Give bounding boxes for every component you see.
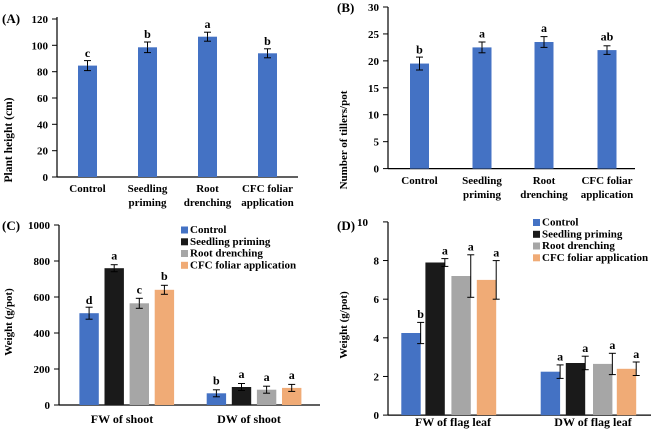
svg-text:a: a bbox=[442, 244, 448, 258]
svg-text:Seedling priming: Seedling priming bbox=[542, 228, 623, 240]
svg-text:20: 20 bbox=[37, 146, 49, 158]
svg-text:DW of shoot: DW of shoot bbox=[217, 412, 281, 426]
svg-text:b: b bbox=[417, 307, 424, 321]
svg-text:5: 5 bbox=[374, 137, 380, 149]
svg-text:600: 600 bbox=[34, 292, 51, 304]
svg-text:200: 200 bbox=[34, 364, 51, 376]
svg-text:Control: Control bbox=[190, 224, 226, 236]
svg-text:Root: Root bbox=[533, 175, 556, 187]
svg-text:priming: priming bbox=[129, 197, 167, 209]
svg-text:CFC foliar: CFC foliar bbox=[242, 183, 293, 195]
svg-text:a: a bbox=[479, 27, 485, 41]
svg-text:a: a bbox=[582, 341, 588, 355]
svg-text:8: 8 bbox=[374, 256, 380, 268]
svg-text:ab: ab bbox=[601, 30, 614, 44]
svg-text:(B): (B) bbox=[337, 0, 354, 15]
svg-text:drenching: drenching bbox=[520, 189, 568, 201]
svg-text:10: 10 bbox=[368, 110, 380, 122]
svg-text:c: c bbox=[85, 46, 91, 60]
svg-text:Weight (g/pot): Weight (g/pot) bbox=[3, 288, 15, 356]
svg-text:1000: 1000 bbox=[28, 220, 51, 232]
svg-text:b: b bbox=[264, 34, 271, 48]
svg-text:Weight (g/pot): Weight (g/pot) bbox=[338, 291, 350, 359]
svg-text:FW of shoot: FW of shoot bbox=[91, 412, 153, 426]
svg-text:a: a bbox=[205, 17, 211, 31]
svg-text:Control: Control bbox=[542, 217, 578, 229]
svg-text:0: 0 bbox=[45, 400, 51, 412]
svg-text:(C): (C) bbox=[2, 218, 20, 233]
svg-text:Number of tillers/pot: Number of tillers/pot bbox=[338, 90, 350, 189]
svg-text:application: application bbox=[241, 197, 294, 209]
svg-text:DW of flag leaf: DW of flag leaf bbox=[554, 415, 632, 429]
svg-text:a: a bbox=[111, 249, 117, 263]
svg-text:a: a bbox=[633, 347, 639, 361]
svg-text:application: application bbox=[581, 189, 634, 201]
svg-text:400: 400 bbox=[34, 328, 51, 340]
svg-text:b: b bbox=[416, 43, 423, 57]
svg-text:a: a bbox=[239, 367, 245, 381]
svg-text:b: b bbox=[213, 374, 220, 388]
svg-text:Control: Control bbox=[69, 183, 105, 195]
svg-text:80: 80 bbox=[37, 67, 49, 79]
svg-text:20: 20 bbox=[368, 56, 380, 68]
svg-text:b: b bbox=[144, 27, 151, 41]
svg-text:0: 0 bbox=[43, 172, 49, 184]
svg-text:120: 120 bbox=[32, 14, 49, 26]
svg-text:25: 25 bbox=[368, 29, 380, 41]
svg-text:30: 30 bbox=[368, 2, 380, 14]
svg-text:CFC foliar application: CFC foliar application bbox=[190, 259, 296, 271]
svg-text:c: c bbox=[137, 283, 143, 297]
svg-text:FW of flag leaf: FW of flag leaf bbox=[415, 415, 492, 429]
svg-text:60: 60 bbox=[37, 93, 49, 105]
svg-text:Root: Root bbox=[196, 183, 219, 195]
svg-text:drenching: drenching bbox=[184, 197, 232, 209]
svg-text:d: d bbox=[86, 293, 93, 307]
svg-text:15: 15 bbox=[368, 83, 380, 95]
svg-text:Seedling priming: Seedling priming bbox=[190, 236, 271, 248]
svg-text:b: b bbox=[161, 269, 168, 283]
svg-text:a: a bbox=[557, 350, 563, 364]
svg-text:a: a bbox=[609, 338, 615, 352]
svg-text:(A): (A) bbox=[2, 11, 20, 26]
svg-text:0: 0 bbox=[374, 410, 380, 422]
svg-text:(D): (D) bbox=[337, 218, 355, 233]
svg-text:800: 800 bbox=[34, 256, 51, 268]
svg-text:a: a bbox=[468, 240, 474, 254]
svg-text:CFC foliar application: CFC foliar application bbox=[542, 252, 648, 264]
svg-text:Control: Control bbox=[401, 175, 437, 187]
svg-text:Root drenching: Root drenching bbox=[542, 240, 615, 252]
svg-text:a: a bbox=[493, 246, 499, 260]
svg-text:Seedling: Seedling bbox=[462, 175, 502, 187]
svg-text:10: 10 bbox=[357, 217, 369, 229]
svg-text:Seedling: Seedling bbox=[128, 183, 168, 195]
svg-text:6: 6 bbox=[374, 294, 380, 306]
svg-text:a: a bbox=[264, 370, 270, 384]
svg-text:Root drenching: Root drenching bbox=[190, 248, 263, 260]
svg-text:priming: priming bbox=[463, 189, 501, 201]
svg-text:0: 0 bbox=[374, 164, 380, 176]
svg-text:a: a bbox=[541, 21, 547, 35]
svg-text:2: 2 bbox=[374, 371, 380, 383]
svg-text:Plant height (cm): Plant height (cm) bbox=[3, 97, 15, 182]
svg-text:40: 40 bbox=[37, 119, 49, 131]
svg-text:100: 100 bbox=[32, 40, 49, 52]
svg-text:a: a bbox=[289, 368, 295, 382]
svg-text:4: 4 bbox=[374, 333, 380, 345]
svg-text:CFC foliar: CFC foliar bbox=[581, 175, 632, 187]
